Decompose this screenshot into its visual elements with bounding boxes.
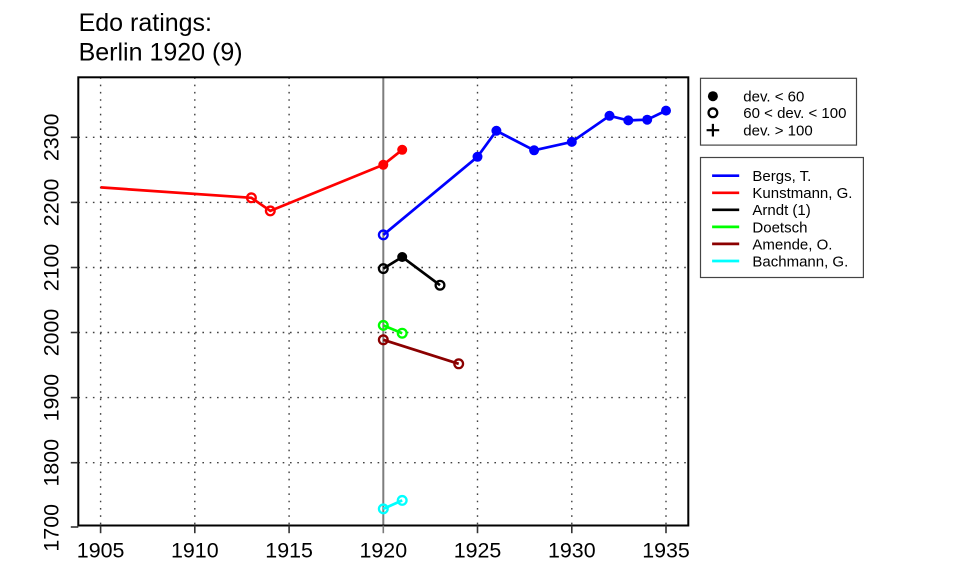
- svg-text:Arndt (1): Arndt (1): [752, 202, 810, 219]
- svg-text:Bergs, T.: Bergs, T.: [752, 168, 811, 185]
- svg-text:2200: 2200: [40, 179, 64, 227]
- svg-text:Doetsch: Doetsch: [752, 219, 807, 236]
- svg-text:1930: 1930: [548, 539, 596, 563]
- svg-text:Berlin 1920 (9): Berlin 1920 (9): [79, 39, 243, 67]
- svg-text:Edo ratings:: Edo ratings:: [79, 9, 212, 37]
- svg-text:1915: 1915: [265, 539, 313, 563]
- svg-text:1920: 1920: [360, 539, 408, 563]
- svg-text:2000: 2000: [40, 309, 64, 357]
- svg-text:1925: 1925: [454, 539, 502, 563]
- svg-text:1700: 1700: [40, 504, 64, 552]
- svg-text:60 < dev. < 100: 60 < dev. < 100: [743, 105, 846, 122]
- svg-text:Kunstmann, G.: Kunstmann, G.: [752, 185, 852, 202]
- svg-text:1900: 1900: [40, 374, 64, 422]
- svg-text:Bachmann, G.: Bachmann, G.: [752, 253, 848, 270]
- svg-text:2300: 2300: [40, 113, 64, 161]
- svg-text:2100: 2100: [40, 244, 64, 292]
- svg-text:1910: 1910: [171, 539, 219, 563]
- svg-text:dev. < 60: dev. < 60: [743, 89, 804, 106]
- svg-text:Amende, O.: Amende, O.: [752, 236, 832, 253]
- svg-text:1800: 1800: [40, 439, 64, 487]
- svg-text:1935: 1935: [642, 539, 690, 563]
- svg-text:1905: 1905: [77, 539, 125, 563]
- svg-text:dev. > 100: dev. > 100: [743, 123, 812, 140]
